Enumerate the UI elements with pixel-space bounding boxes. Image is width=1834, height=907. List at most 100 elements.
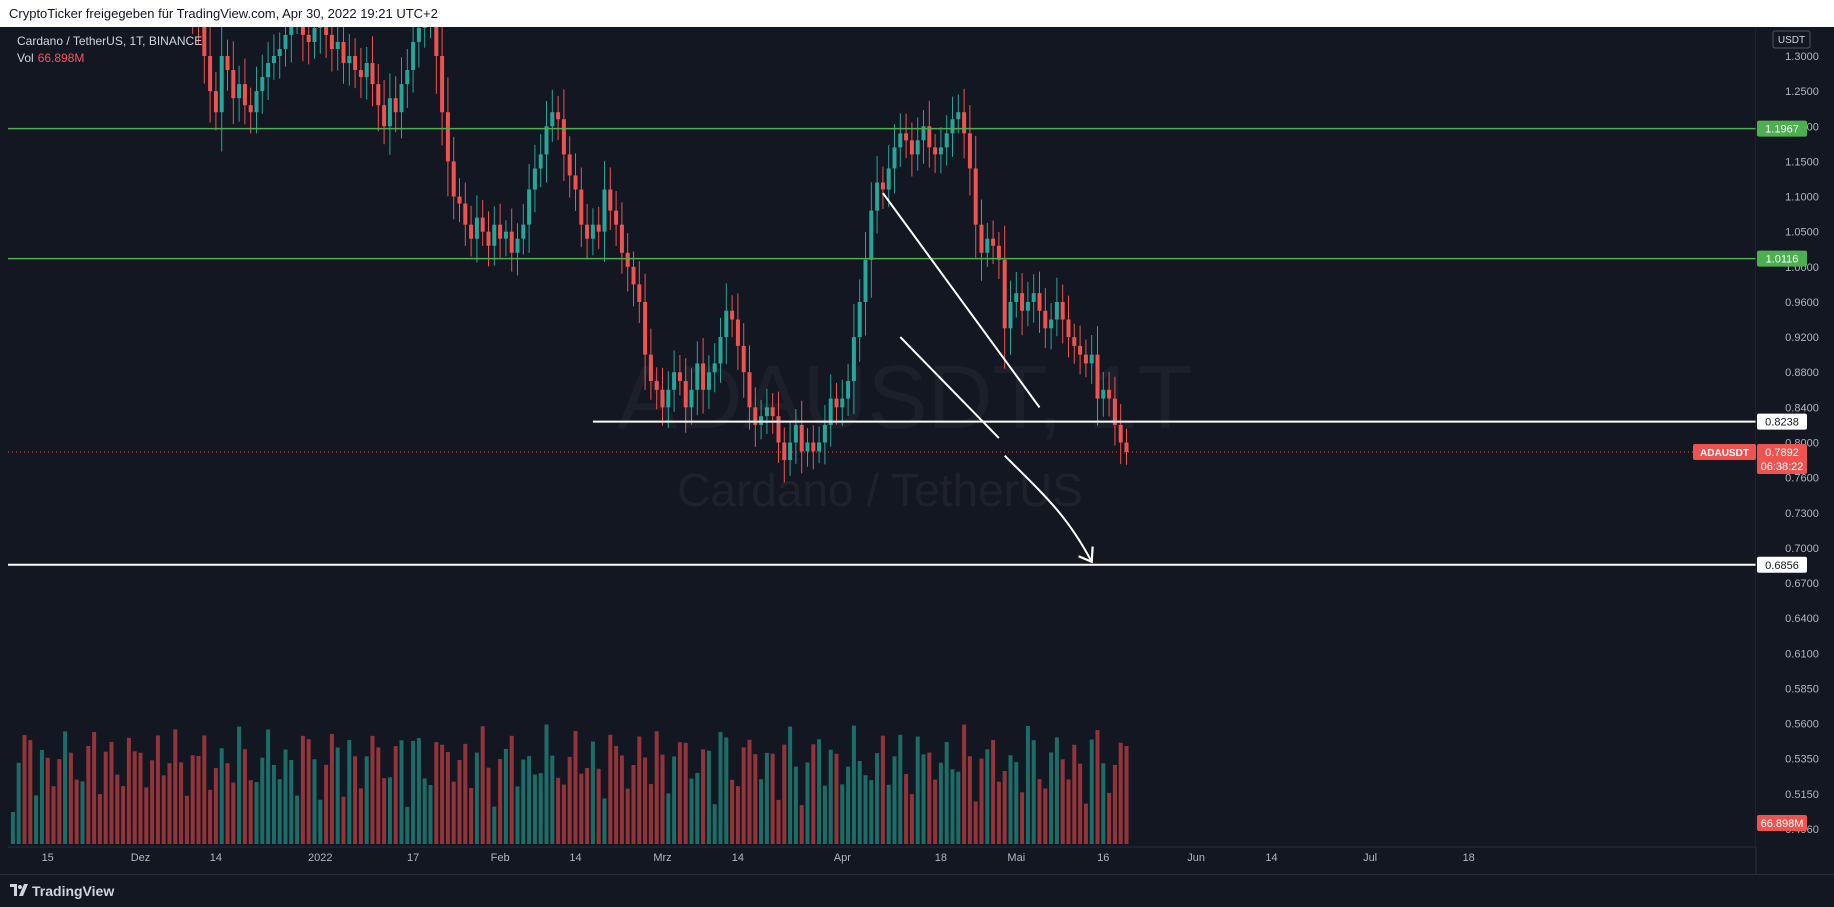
volume-bar bbox=[416, 738, 421, 844]
time-tick-label: Feb bbox=[491, 852, 510, 864]
candle-body bbox=[399, 84, 404, 113]
candle-body bbox=[718, 337, 723, 364]
level-price-tag bbox=[1757, 413, 1807, 430]
candle-body bbox=[619, 224, 624, 253]
volume-bar bbox=[434, 742, 439, 844]
volume-bar bbox=[944, 742, 949, 844]
candle-body bbox=[237, 84, 242, 99]
candle-body bbox=[318, 27, 323, 28]
candle-body bbox=[248, 105, 253, 113]
volume-bar bbox=[764, 752, 769, 844]
volume-bar bbox=[759, 779, 764, 844]
volume-bar bbox=[1072, 744, 1077, 844]
volume-bar bbox=[190, 755, 195, 844]
candle-body bbox=[503, 231, 508, 239]
volume-bar bbox=[1066, 779, 1071, 844]
time-tick-label: 18 bbox=[935, 852, 947, 864]
volume-bar bbox=[521, 759, 526, 844]
candle-body bbox=[561, 119, 566, 155]
volume-bar bbox=[173, 729, 178, 844]
volume-bar bbox=[550, 755, 555, 844]
volume-bar bbox=[208, 789, 213, 844]
volume-legend-value: 66.898M bbox=[37, 51, 85, 65]
candle-body bbox=[898, 133, 903, 148]
volume-bar bbox=[1118, 742, 1123, 844]
candle-body bbox=[643, 301, 648, 355]
time-axis[interactable]: 15 Dez 14 2022 17 Feb 14 Mrz 14 Apr 18 Mai 16 Jun 14 Ju… bbox=[42, 852, 1475, 864]
candle-body bbox=[300, 27, 305, 35]
time-tick-label: 18 bbox=[1463, 852, 1475, 864]
candle-body bbox=[677, 372, 682, 382]
candle-body bbox=[492, 224, 497, 246]
candle-body bbox=[596, 224, 601, 232]
volume-bar bbox=[532, 774, 537, 844]
time-tick-label: 17 bbox=[407, 852, 419, 864]
volume-bar bbox=[242, 749, 247, 844]
candle-body bbox=[886, 168, 891, 190]
candle-body bbox=[208, 56, 213, 92]
time-tick-label: Jun bbox=[1187, 852, 1205, 864]
volume-bar bbox=[515, 786, 520, 844]
candle-body bbox=[880, 182, 885, 190]
candle-body bbox=[370, 63, 375, 85]
currency-badge bbox=[1772, 30, 1811, 49]
price-tick-label: 0.5150 bbox=[1785, 789, 1819, 801]
volume-bar bbox=[266, 729, 271, 844]
volume-bar bbox=[788, 726, 793, 844]
volume-bar bbox=[237, 726, 242, 844]
time-tick-label: Jul bbox=[1363, 852, 1377, 864]
last-price-label: 0.7892 bbox=[1765, 447, 1799, 459]
volume-bar bbox=[1060, 759, 1065, 844]
candle-body bbox=[695, 363, 700, 390]
price-chart[interactable]: ADAUSDT, 1T Cardano / TetherUS 1.3000 1.2… bbox=[0, 27, 1834, 874]
volume-bar bbox=[985, 749, 990, 844]
candle-body bbox=[735, 319, 740, 346]
candle-body bbox=[851, 337, 856, 382]
volume-bar bbox=[196, 756, 201, 844]
candle-body bbox=[933, 147, 938, 155]
volume-bar bbox=[451, 781, 456, 844]
candle-body bbox=[753, 407, 758, 425]
volume-bar bbox=[57, 759, 62, 844]
price-tick-label: 0.7300 bbox=[1785, 508, 1819, 520]
candle-body bbox=[973, 168, 978, 225]
price-tick-label: 1.1000 bbox=[1785, 192, 1819, 204]
volume-bar bbox=[996, 781, 1001, 844]
volume-bar bbox=[724, 737, 729, 844]
level-price-tag bbox=[1757, 120, 1807, 137]
candle-body bbox=[654, 381, 659, 390]
time-tick-label: Dez bbox=[131, 852, 151, 864]
candlesticks[interactable] bbox=[11, 27, 1129, 483]
price-axis[interactable]: 1.30001.25001.20001.15001.10001.05001.00… bbox=[1756, 27, 1834, 847]
candle-body bbox=[347, 56, 352, 64]
price-tick-label: 1.2500 bbox=[1785, 86, 1819, 98]
volume-bar bbox=[1112, 764, 1117, 844]
volume-bar bbox=[318, 799, 323, 844]
volume-bar bbox=[735, 786, 740, 844]
candle-body bbox=[846, 381, 851, 399]
tradingview-brand-name: TradingView bbox=[32, 883, 115, 899]
trend-drawings[interactable] bbox=[882, 192, 1094, 564]
volume-bar bbox=[666, 793, 671, 844]
volume-bar bbox=[799, 805, 804, 844]
volume-bar bbox=[387, 777, 392, 844]
candle-body bbox=[556, 112, 561, 120]
time-tick-label: 15 bbox=[42, 852, 54, 864]
horizontal-levels[interactable] bbox=[8, 127, 1756, 566]
candle-body bbox=[1025, 301, 1030, 311]
candle-body bbox=[498, 224, 503, 239]
symbol-legend: Cardano / TetherUS, 1T, BINANCE Vol 66.89… bbox=[17, 33, 202, 67]
time-tick-label: 14 bbox=[210, 852, 222, 864]
candle-body bbox=[306, 34, 311, 42]
volume-bar bbox=[358, 788, 363, 844]
time-tick-label: 2022 bbox=[308, 852, 332, 864]
candle-body bbox=[1020, 293, 1025, 311]
volume-bar bbox=[289, 759, 294, 844]
candle-body bbox=[706, 372, 711, 390]
volume-bar bbox=[225, 763, 230, 844]
candle-body bbox=[1083, 354, 1088, 364]
candle-body bbox=[1031, 293, 1036, 302]
volume-bar bbox=[805, 762, 810, 844]
candle-body bbox=[312, 27, 317, 42]
volume-bar bbox=[712, 804, 717, 844]
